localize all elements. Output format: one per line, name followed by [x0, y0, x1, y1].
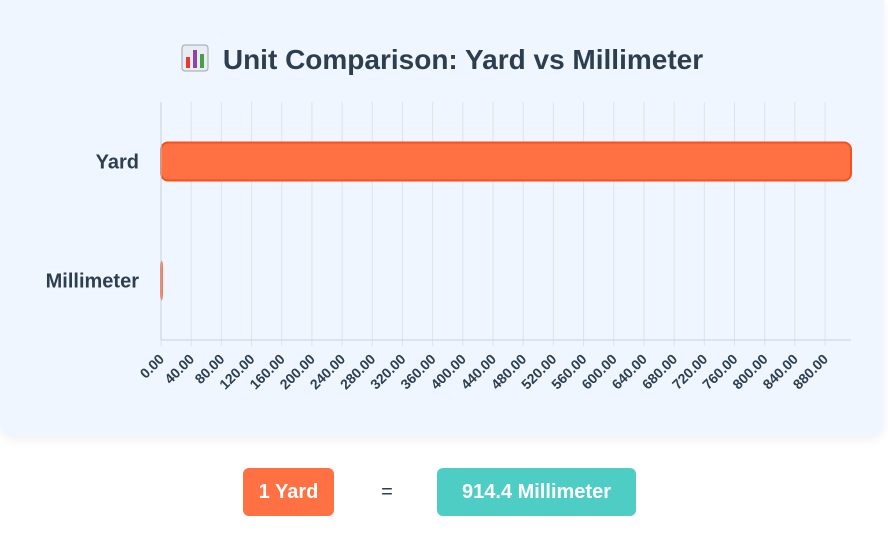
- equals-sign: =: [381, 481, 393, 503]
- chart-title-text: Unit Comparison: Yard vs Millimeter: [222, 44, 704, 75]
- chart-title: Unit Comparison: Yard vs Millimeter: [0, 44, 884, 76]
- chart-category-labels: Yard Millimeter: [46, 102, 162, 340]
- chart-tick-labels: 0.0040.0080.00120.00160.00200.00240.0028…: [137, 351, 832, 393]
- bar-chart: 0.0040.0080.00120.00160.00200.00240.0028…: [46, 102, 852, 393]
- bar-yard: [160, 141, 852, 182]
- chart-bars: [160, 141, 852, 301]
- from-value-badge: 1 Yard: [243, 468, 334, 516]
- to-value-badge: 914.4 Millimeter: [437, 468, 636, 516]
- x-tick-label: 40.00: [161, 351, 197, 387]
- chart-axes: [160, 102, 851, 341]
- bar-chart-icon: [181, 44, 209, 72]
- category-label-yard: Yard: [96, 152, 139, 174]
- x-tick-label: 880.00: [790, 351, 832, 393]
- category-label-millimeter: Millimeter: [46, 271, 140, 293]
- chart-grid: [160, 102, 826, 346]
- conversion-result: 1 Yard = 914.4 Millimeter: [0, 468, 888, 516]
- chart-card: Unit Comparison: Yard vs Millimeter: [0, 0, 884, 436]
